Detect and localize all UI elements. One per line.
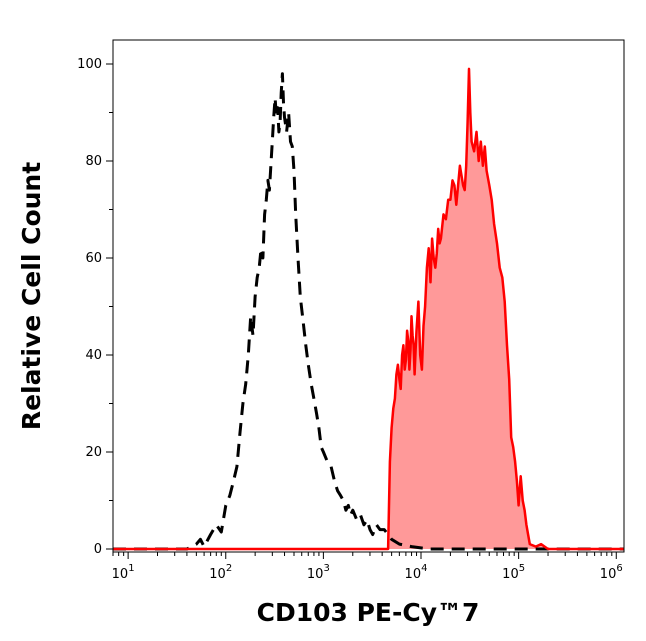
- y-axis: 0 20 40 60 80 100: [77, 57, 113, 557]
- y-tick-label: 0: [94, 542, 102, 557]
- y-tick-label: 40: [85, 348, 102, 363]
- series-0-line: [113, 72, 624, 551]
- x-tick-label: 102: [209, 563, 232, 582]
- y-tick-label: 20: [85, 445, 102, 460]
- y-tick-label: 100: [77, 57, 102, 72]
- x-axis: 101 102 103 104 105 106: [112, 552, 623, 582]
- y-tick-label: 80: [85, 154, 102, 169]
- x-tick-label: 101: [112, 563, 135, 582]
- x-tick-label: 106: [600, 563, 623, 582]
- x-tick-label: 105: [502, 563, 525, 582]
- x-tick-label: 103: [307, 563, 330, 582]
- plot-frame: [112, 39, 625, 553]
- series-1-line: [113, 67, 624, 551]
- plot-series-layer: [113, 67, 624, 551]
- series-1-fill: [113, 68, 624, 550]
- y-tick-label: 60: [85, 251, 102, 266]
- y-axis-title: Relative Cell Count: [17, 162, 46, 430]
- x-axis-title: CD103 PE-Cy™7: [257, 598, 480, 627]
- x-tick-label: 104: [405, 563, 428, 582]
